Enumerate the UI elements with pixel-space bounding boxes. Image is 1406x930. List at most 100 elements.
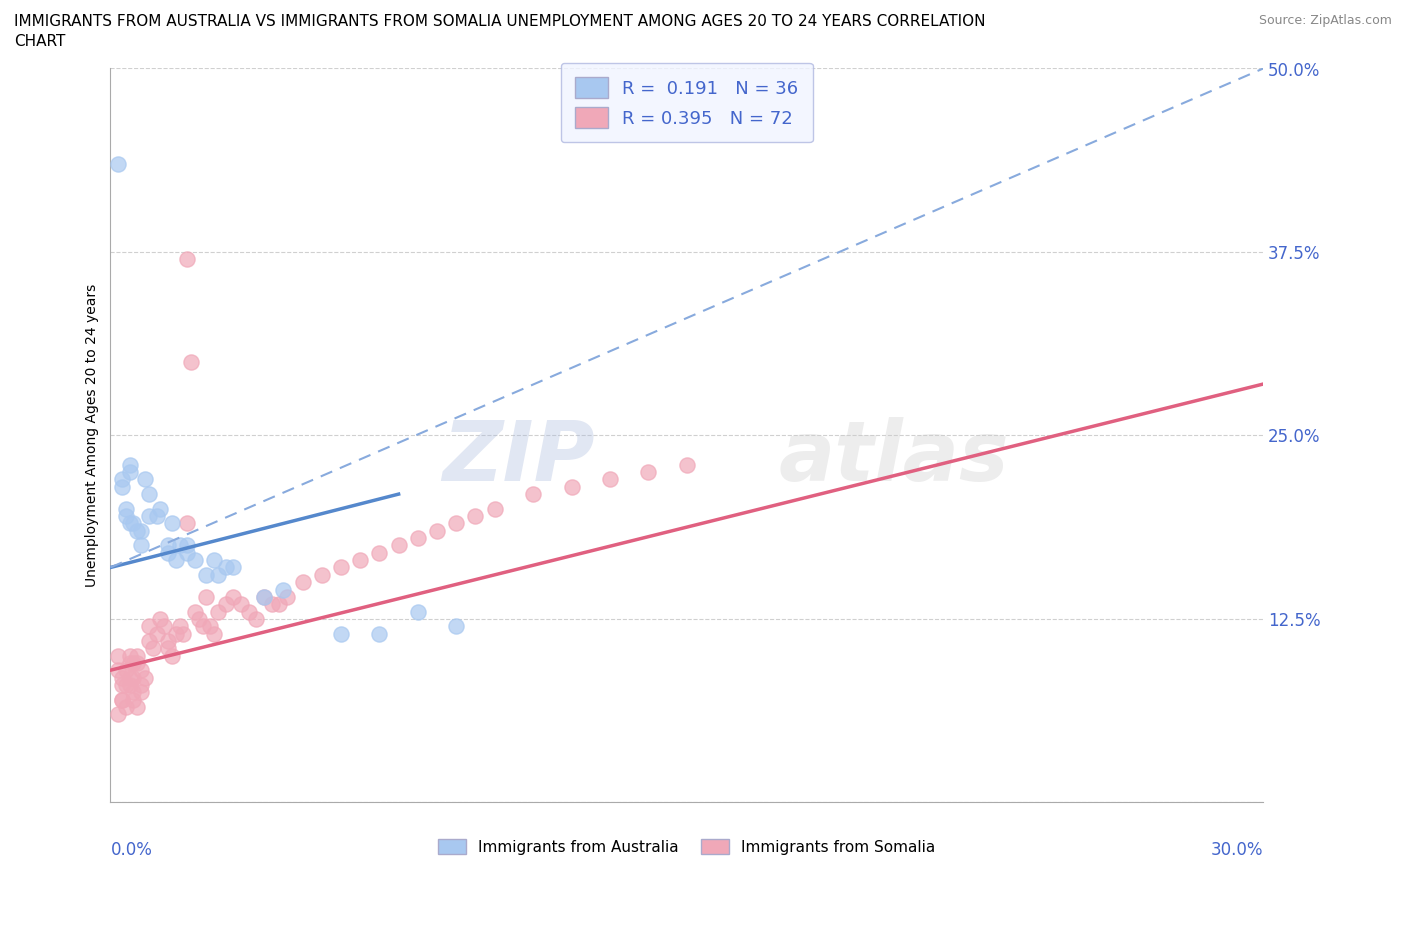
- Point: [176, 252, 198, 267]
- Point: [153, 618, 176, 633]
- Point: [114, 509, 136, 524]
- Point: [330, 626, 353, 641]
- Point: [406, 604, 429, 619]
- Point: [118, 671, 141, 685]
- Point: [245, 611, 267, 626]
- Point: [111, 479, 134, 494]
- Point: [129, 538, 152, 553]
- Point: [157, 641, 180, 656]
- Point: [253, 590, 276, 604]
- Point: [160, 516, 183, 531]
- Point: [207, 604, 229, 619]
- Point: [191, 618, 214, 633]
- Point: [368, 545, 391, 560]
- Point: [176, 516, 198, 531]
- Point: [172, 626, 194, 641]
- Point: [311, 567, 333, 582]
- Point: [165, 552, 187, 567]
- Point: [200, 618, 222, 633]
- Point: [675, 458, 697, 472]
- Point: [176, 545, 198, 560]
- Text: ZIP: ZIP: [441, 417, 595, 498]
- Point: [637, 465, 659, 480]
- Point: [184, 604, 207, 619]
- Point: [276, 590, 298, 604]
- Point: [446, 516, 468, 531]
- Point: [118, 458, 141, 472]
- Point: [145, 509, 167, 524]
- Point: [229, 597, 252, 612]
- Point: [118, 465, 141, 480]
- Point: [127, 656, 149, 671]
- Point: [157, 545, 180, 560]
- Point: [129, 663, 152, 678]
- Legend: Immigrants from Australia, Immigrants from Somalia: Immigrants from Australia, Immigrants fr…: [432, 832, 942, 861]
- Point: [169, 538, 191, 553]
- Point: [127, 699, 149, 714]
- Point: [114, 677, 136, 692]
- Point: [176, 538, 198, 553]
- Point: [484, 501, 506, 516]
- Point: [114, 501, 136, 516]
- Point: [138, 633, 160, 648]
- Text: atlas: atlas: [779, 417, 1010, 498]
- Point: [149, 611, 172, 626]
- Point: [215, 560, 238, 575]
- Point: [129, 684, 152, 699]
- Point: [207, 567, 229, 582]
- Text: CHART: CHART: [14, 34, 66, 49]
- Point: [122, 684, 145, 699]
- Point: [202, 626, 225, 641]
- Point: [134, 472, 156, 487]
- Point: [129, 677, 152, 692]
- Point: [118, 656, 141, 671]
- Point: [330, 560, 353, 575]
- Point: [215, 597, 238, 612]
- Point: [269, 597, 291, 612]
- Point: [160, 648, 183, 663]
- Point: [446, 618, 468, 633]
- Point: [114, 699, 136, 714]
- Point: [118, 516, 141, 531]
- Point: [129, 524, 152, 538]
- Point: [122, 692, 145, 707]
- Text: 30.0%: 30.0%: [1211, 842, 1263, 859]
- Text: 0.0%: 0.0%: [111, 842, 152, 859]
- Point: [107, 707, 129, 722]
- Point: [222, 560, 245, 575]
- Point: [187, 611, 209, 626]
- Y-axis label: Unemployment Among Ages 20 to 24 years: Unemployment Among Ages 20 to 24 years: [86, 284, 100, 587]
- Point: [599, 472, 621, 487]
- Point: [522, 486, 544, 501]
- Point: [138, 618, 160, 633]
- Point: [273, 582, 295, 597]
- Point: [138, 486, 160, 501]
- Point: [426, 524, 449, 538]
- Point: [111, 692, 134, 707]
- Point: [145, 626, 167, 641]
- Point: [368, 626, 391, 641]
- Point: [406, 531, 429, 546]
- Point: [107, 648, 129, 663]
- Point: [107, 156, 129, 171]
- Point: [118, 677, 141, 692]
- Point: [388, 538, 411, 553]
- Point: [111, 677, 134, 692]
- Point: [114, 663, 136, 678]
- Point: [180, 354, 202, 369]
- Point: [122, 656, 145, 671]
- Point: [165, 626, 187, 641]
- Point: [107, 663, 129, 678]
- Point: [111, 692, 134, 707]
- Point: [122, 671, 145, 685]
- Text: IMMIGRANTS FROM AUSTRALIA VS IMMIGRANTS FROM SOMALIA UNEMPLOYMENT AMONG AGES 20 : IMMIGRANTS FROM AUSTRALIA VS IMMIGRANTS …: [14, 14, 986, 29]
- Point: [184, 552, 207, 567]
- Point: [195, 590, 218, 604]
- Point: [560, 479, 582, 494]
- Point: [253, 590, 276, 604]
- Point: [127, 648, 149, 663]
- Point: [122, 516, 145, 531]
- Point: [260, 597, 283, 612]
- Point: [127, 524, 149, 538]
- Point: [149, 501, 172, 516]
